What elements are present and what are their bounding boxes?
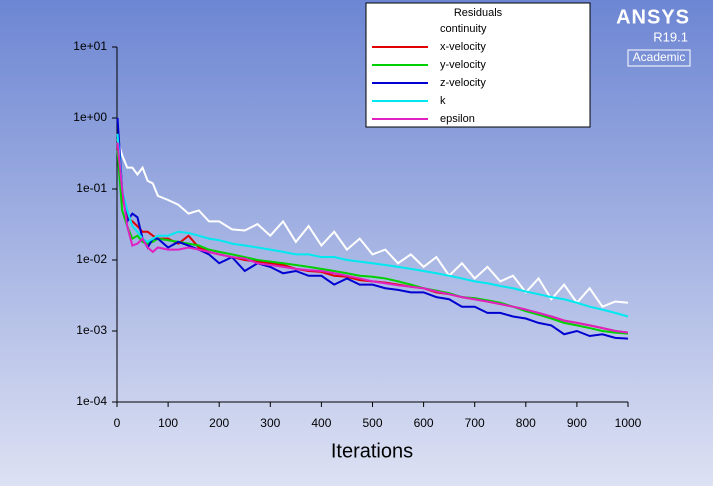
logo-name: ANSYS: [616, 6, 690, 28]
x-tick-label: 300: [260, 416, 280, 430]
x-tick-label: 100: [158, 416, 178, 430]
x-tick-label: 1000: [615, 416, 642, 430]
series-line: [116, 150, 629, 335]
y-tick-label: 1e+01: [73, 39, 107, 53]
x-tick-label: 0: [114, 416, 121, 430]
x-tick-label: 200: [209, 416, 229, 430]
y-tick-label: 1e-02: [76, 252, 107, 266]
logo-badge: [627, 49, 691, 67]
legend-label: z-velocity: [440, 77, 486, 89]
y-tick-label: 1e-03: [76, 323, 107, 337]
series-line: [116, 139, 629, 308]
x-tick-label: 800: [516, 416, 536, 430]
legend-title: Residuals: [454, 7, 503, 19]
series-line: [116, 142, 629, 334]
x-tick-label: 900: [567, 416, 587, 430]
legend-label: epsilon: [440, 113, 475, 125]
x-tick-label: 700: [465, 416, 485, 430]
legend-label: k: [440, 95, 446, 107]
series-line: [116, 117, 629, 340]
logo-edition: Academic: [633, 50, 686, 64]
logo-version: R19.1: [653, 29, 688, 44]
legend-label: x-velocity: [440, 41, 486, 53]
series-line: [116, 133, 629, 318]
x-tick-label: 400: [311, 416, 331, 430]
y-tick-label: 1e-04: [76, 394, 107, 408]
y-tick-label: 1e+00: [73, 110, 107, 124]
x-tick-label: 600: [414, 416, 434, 430]
x-axis-label: Iterations: [331, 440, 413, 462]
legend-label: continuity: [440, 23, 487, 35]
x-tick-label: 500: [362, 416, 382, 430]
legend-label: y-velocity: [440, 59, 486, 71]
y-tick-label: 1e-01: [76, 181, 107, 195]
